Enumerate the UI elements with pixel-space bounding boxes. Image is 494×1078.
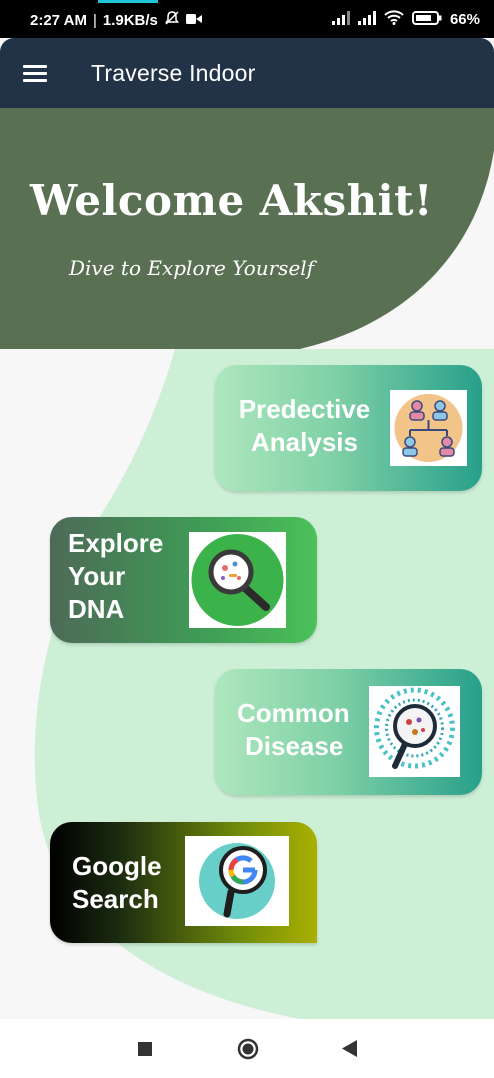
network-people-icon	[390, 390, 467, 466]
card-label-line: Analysis	[251, 427, 358, 457]
card-label-line: DNA	[68, 594, 125, 624]
card-label-line: Your	[68, 561, 126, 591]
system-nav-bar	[0, 1019, 494, 1078]
status-divider: |	[92, 11, 97, 29]
common-disease-card[interactable]: Common Disease	[215, 669, 482, 795]
card-label-line: Search	[72, 884, 159, 914]
welcome-tagline: Dive to Explore Yourself	[69, 256, 315, 280]
status-accent-line	[98, 0, 158, 3]
hamburger-icon[interactable]	[23, 65, 47, 83]
status-bar: 2:27 AM | 1.9KB/s 66%	[0, 0, 494, 38]
google-search-icon	[185, 836, 289, 926]
home-circle-icon[interactable]	[237, 1038, 259, 1065]
status-time: 2:27 AM	[30, 11, 87, 29]
explore-dna-card[interactable]: Explore Your DNA	[50, 517, 317, 643]
video-icon	[185, 12, 202, 29]
battery-icon	[411, 10, 442, 29]
recents-square-icon[interactable]	[138, 1042, 152, 1061]
microscope-cells-icon	[369, 686, 460, 777]
card-label-line: Google	[72, 851, 162, 881]
battery-level: 66%	[449, 11, 480, 28]
wifi-icon	[384, 10, 404, 29]
mute-icon	[164, 10, 180, 30]
signal-icon	[357, 10, 376, 29]
status-speed: 1.9KB/s	[102, 11, 158, 29]
welcome-heading: Welcome Akshit!	[30, 176, 433, 225]
signal-icon	[331, 10, 350, 29]
magnifier-bacteria-icon	[189, 532, 286, 628]
predictive-analysis-card[interactable]: Predective Analysis	[215, 365, 482, 491]
card-label-line: Disease	[245, 731, 344, 761]
back-triangle-icon[interactable]	[342, 1040, 358, 1062]
google-search-card[interactable]: Google Search	[50, 822, 317, 943]
app-bar: Traverse Indoor	[0, 38, 494, 108]
app-title: Traverse Indoor	[91, 60, 256, 86]
card-label-line: Explore	[68, 528, 164, 558]
card-label-line: Predective	[238, 394, 371, 424]
card-label-line: Common	[237, 698, 350, 728]
